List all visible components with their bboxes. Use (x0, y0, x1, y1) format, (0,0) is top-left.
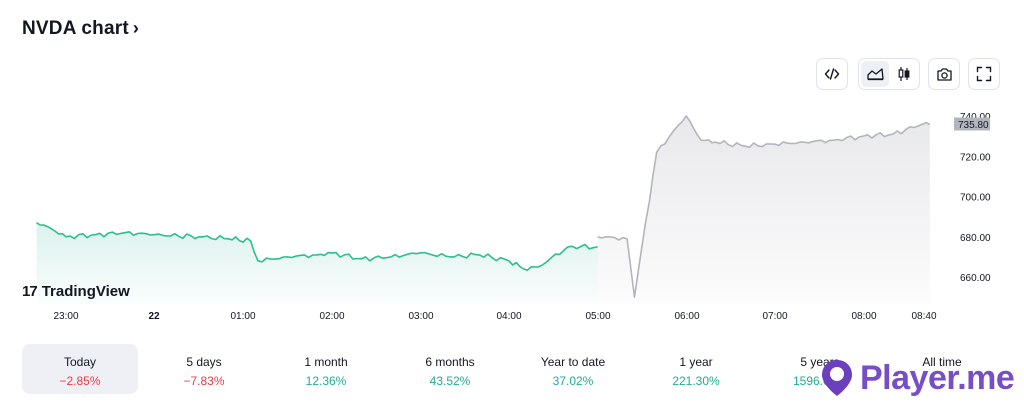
period-6-months[interactable]: 6 months 43.52% (392, 344, 508, 394)
x-tick-label: 02:00 (319, 311, 344, 322)
x-tick-label: 06:00 (674, 311, 699, 322)
last-price-badge (954, 117, 990, 131)
series-area-pre-market (36, 222, 598, 304)
y-tick-label: 700.00 (960, 193, 991, 204)
page-title[interactable]: NVDA chart › (22, 18, 139, 40)
y-tick-label: 660.00 (960, 273, 991, 284)
period-1-year[interactable]: 1 year 221.30% (638, 344, 754, 394)
tradingview-text: TradingView (41, 283, 130, 300)
x-tick-label: 08:40 (911, 311, 936, 322)
y-tick-label: 680.00 (960, 233, 991, 244)
period-label: 6 months (425, 355, 475, 369)
period-value: 43.52% (429, 374, 471, 388)
last-price-label: 735.80 (958, 120, 989, 131)
fullscreen-icon (976, 66, 992, 82)
location-pin-icon (822, 360, 852, 396)
x-tick-label: 08:00 (851, 311, 876, 322)
area-chart-icon (866, 68, 884, 81)
x-tick-label: 04:00 (496, 311, 521, 322)
period-year-to-date[interactable]: Year to date 37.02% (515, 344, 631, 394)
period-value: 37.02% (552, 374, 594, 388)
period-label: Year to date (540, 355, 606, 369)
period-today[interactable]: Today −2.85% (22, 344, 138, 394)
x-tick-label: 22 (148, 311, 160, 322)
period-value: −7.83% (183, 374, 225, 388)
period-value: 12.36% (305, 374, 347, 388)
tradingview-logo: 17 (22, 283, 38, 300)
period-1-month[interactable]: 1 month 12.36% (268, 344, 384, 394)
series-line-pre-market (36, 222, 598, 271)
period-value: −2.85% (59, 374, 101, 388)
x-tick-label: 05:00 (585, 311, 610, 322)
y-tick-label: 720.00 (960, 152, 991, 163)
code-icon (824, 68, 840, 80)
embed-button[interactable] (816, 58, 848, 90)
candlestick-icon (898, 67, 910, 81)
period-label: All time (922, 355, 962, 369)
chart-title: NVDA chart (22, 18, 129, 39)
period-label: Today (63, 355, 97, 369)
series-area-regular (597, 116, 930, 304)
period-label: 1 month (304, 355, 348, 369)
series-line-regular (597, 115, 931, 298)
period-label: 1 year (679, 355, 713, 369)
chevron-right-icon: › (132, 18, 140, 38)
performance-periods: Today −2.85% 5 days −7.83% 1 month 12.36… (22, 344, 1002, 394)
camera-icon (936, 67, 952, 81)
candlestick-button[interactable] (890, 61, 918, 87)
snapshot-button[interactable] (928, 58, 960, 90)
x-tick-label: 23:00 (53, 311, 78, 322)
period-label: 5 days (186, 355, 222, 369)
player-me-watermark: Player.me (820, 358, 1015, 398)
fullscreen-button[interactable] (968, 58, 1000, 90)
area-chart-button[interactable] (861, 61, 889, 87)
period-5-days[interactable]: 5 days −7.83% (146, 344, 262, 394)
period-value: 221.30% (672, 374, 720, 388)
period-all-time[interactable]: All time (884, 344, 1000, 394)
x-tick-label: 01:00 (230, 311, 255, 322)
x-tick-label: 07:00 (762, 311, 787, 322)
tradingview-watermark: 17 TradingView (22, 283, 130, 300)
player-me-text: Player.me (860, 358, 1015, 397)
chart-type-switch (858, 58, 920, 90)
x-tick-label: 03:00 (408, 311, 433, 322)
